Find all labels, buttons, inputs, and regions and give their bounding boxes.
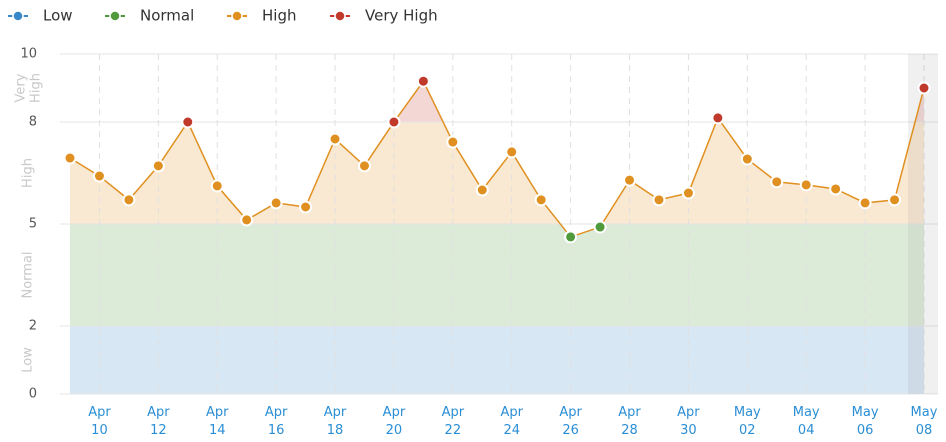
data-point [269,196,283,210]
data-point [829,182,843,196]
data-point [593,220,607,234]
data-point [416,74,430,88]
legend-marker [109,10,121,22]
data-point [623,173,637,187]
y-tick-label: 0 [29,387,37,402]
band-area [70,326,924,394]
data-point [711,111,725,125]
band-area [70,122,924,224]
x-tick-label: Apr 26 [559,405,582,438]
x-tick-label: Apr 18 [324,405,347,438]
band-area [70,224,924,326]
data-point [299,200,313,214]
data-point [740,152,754,166]
legend-label: Normal [140,7,194,25]
data-point [122,193,136,207]
band-label: Low [21,347,36,373]
x-tick-label: Apr 30 [677,405,700,438]
data-point [181,115,195,129]
band-label: High [21,158,36,188]
y-tick-label: 8 [29,115,37,130]
x-tick-label: Apr 24 [500,405,523,438]
data-point [357,159,371,173]
data-point [505,145,519,159]
data-point [799,178,813,192]
x-tick-label: Apr 14 [206,405,229,438]
band-label: VeryHigh [13,73,43,103]
data-point [564,230,578,244]
data-point [681,186,695,200]
x-tick-label: Apr 10 [88,405,111,438]
legend-label: Low [43,7,73,25]
x-tick-label: May 02 [734,405,761,438]
data-point [210,179,224,193]
data-point [446,135,460,149]
x-tick-label: Apr 12 [147,405,170,438]
y-tick-label: 10 [20,47,37,62]
data-point [387,115,401,129]
legend-marker [12,10,24,22]
legend-label: High [262,7,296,25]
x-tick-label: Apr 16 [265,405,288,438]
data-point [888,193,902,207]
legend-marker [334,10,346,22]
legend-marker [231,10,243,22]
data-point [328,132,342,146]
data-point [151,159,165,173]
band-area [70,81,924,122]
data-point [917,81,931,95]
background [60,53,938,395]
data-point [770,175,784,189]
data-point [240,213,254,227]
x-tick-label: May 08 [911,405,938,438]
legend-label: Very High [365,7,438,25]
data-point [858,196,872,210]
y-tick-label: 5 [29,217,37,232]
band-label: Normal [21,251,36,298]
x-tick-label: Apr 22 [442,405,465,438]
x-tick-label: Apr 28 [618,405,641,438]
data-point [534,193,548,207]
data-point [652,193,666,207]
current-day-highlight [908,54,938,394]
data-point [92,169,106,183]
y-tick-label: 2 [29,319,37,334]
x-tick-label: Apr 20 [383,405,406,438]
data-point [63,151,77,165]
data-point [475,183,489,197]
x-tick-label: May 06 [852,405,879,438]
x-tick-label: May 04 [793,405,820,438]
